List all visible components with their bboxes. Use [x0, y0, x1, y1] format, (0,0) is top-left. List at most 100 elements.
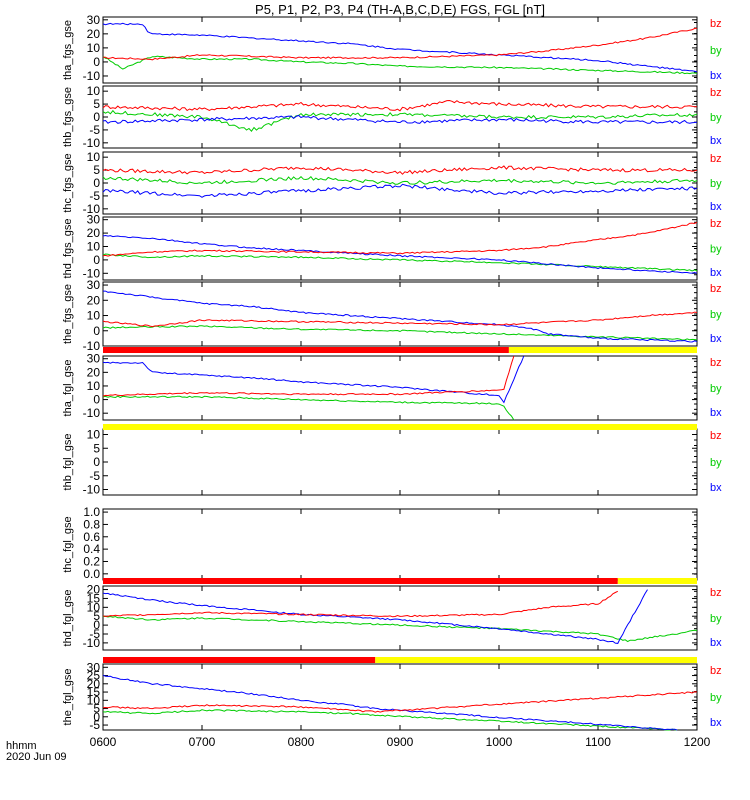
series-by-line [102, 615, 698, 643]
y-tick-label: 5 [93, 163, 100, 177]
y-tick-label: 10 [87, 41, 101, 55]
y-axis-label: the_fgl_gse [62, 669, 74, 726]
x-tick-label: 0700 [189, 735, 216, 749]
y-tick-label: 10 [87, 239, 101, 253]
legend-bz: bz [710, 665, 722, 677]
time-axis: 0600 0700 0800 0900 1000 1100 1200 [90, 735, 711, 749]
y-axis-label: thd_fgl_gse [62, 590, 74, 647]
mode-bar-red [103, 347, 509, 353]
y-tick-label: -10 [83, 136, 101, 150]
series-bz-line [102, 165, 698, 175]
x-tick-label: 0600 [90, 735, 117, 749]
y-tick-label: 5 [93, 97, 100, 111]
legend-bx: bx [710, 201, 722, 213]
y-tick-label: 25 [87, 669, 101, 683]
y-tick-label: -5 [89, 469, 100, 483]
y-tick-label: 10 [87, 150, 101, 164]
legend-bz: bz [710, 18, 722, 30]
legend-by: by [710, 45, 722, 57]
y-axis-label: thb_fgl_gse [62, 434, 74, 491]
y-tick-label: 30 [87, 213, 101, 227]
y-tick-label: 0 [93, 324, 100, 338]
legend-bz: bz [710, 283, 722, 295]
y-tick-label: 0.0 [83, 567, 100, 581]
y-tick-label: -10 [83, 266, 101, 280]
y-tick-label: 20 [87, 677, 101, 691]
mode-bar-yellow [617, 578, 697, 584]
y-tick-label: -10 [83, 636, 101, 650]
y-tick-label: 10 [87, 379, 101, 393]
legend-by: by [710, 457, 722, 469]
y-tick-label: 0 [93, 455, 100, 469]
legend-bx: bx [710, 717, 722, 729]
y-tick-label: -10 [83, 202, 101, 216]
y-tick-label: 10 [87, 309, 101, 323]
y-tick-label: 30 [87, 13, 101, 27]
figure-title: P5, P1, P2, P3, P4 (TH-A,B,C,D,E) FGS, F… [255, 2, 545, 17]
legend-bx: bx [710, 70, 722, 82]
series-bx-line [102, 183, 698, 198]
y-tick-label: -5 [89, 123, 100, 137]
series-bx-line [102, 234, 698, 274]
x-tick-label: 0800 [288, 735, 315, 749]
series-bx-line [102, 22, 698, 73]
y-axis-label: tha_fgl_gse [62, 360, 74, 417]
series-by-line [102, 395, 515, 421]
y-tick-label: 10 [87, 428, 101, 442]
legend-by: by [710, 244, 722, 256]
y-tick-label: 0 [93, 176, 100, 190]
legend-bz: bz [710, 87, 722, 99]
y-axis-label: thd_fgs_gse [62, 219, 74, 279]
y-tick-label: 0 [93, 710, 100, 724]
series-bx-line [102, 114, 698, 125]
y-tick-label: 5 [93, 702, 100, 716]
x-tick-label: 1000 [486, 735, 513, 749]
mode-bar-yellow [103, 424, 697, 430]
legend-bz: bz [710, 153, 722, 165]
date-label: 2020 Jun 09 [6, 751, 67, 763]
y-tick-label: 0 [93, 55, 100, 69]
y-tick-label: 0 [93, 393, 100, 407]
series-bx-line [102, 589, 648, 644]
legend-bx: bx [710, 637, 722, 649]
x-tick-label: 0900 [387, 735, 414, 749]
y-tick-label: 15 [87, 685, 101, 699]
y-tick-label: 5 [93, 441, 100, 455]
legend-by: by [710, 692, 722, 704]
y-tick-label: 5 [93, 609, 100, 623]
series-bz-line [102, 27, 698, 61]
y-tick-label: 20 [87, 226, 101, 240]
series-by-line [102, 55, 698, 75]
series-bz-line [102, 311, 698, 328]
y-axis-label: thb_fgs_gse [62, 87, 74, 147]
y-axis-label: thc_fgs_gse [62, 153, 74, 212]
y-tick-label: 1.0 [83, 505, 100, 519]
series-by-line [102, 709, 678, 731]
y-tick-label: 20 [87, 293, 101, 307]
y-tick-label: 30 [87, 660, 101, 674]
y-tick-label: 0.2 [83, 554, 100, 568]
y-tick-label: -10 [83, 69, 101, 83]
mode-bar-red [103, 578, 618, 584]
legend-bx: bx [710, 407, 722, 419]
legend-bx: bx [710, 267, 722, 279]
y-tick-label: 0 [93, 110, 100, 124]
x-tick-label: 1200 [684, 735, 711, 749]
series-bz-line [102, 99, 698, 112]
y-tick-label: 0.6 [83, 530, 100, 544]
y-tick-label: 20 [87, 27, 101, 41]
y-axis-label: tha_fgs_gse [62, 20, 74, 80]
y-tick-label: 10 [87, 84, 101, 98]
y-tick-label: 10 [87, 600, 101, 614]
y-tick-label: -10 [83, 339, 101, 353]
series-by-line [102, 175, 698, 185]
legend-bz: bz [710, 218, 722, 230]
time-format-label: hhmm [6, 740, 37, 752]
mode-bar-red [103, 657, 376, 663]
